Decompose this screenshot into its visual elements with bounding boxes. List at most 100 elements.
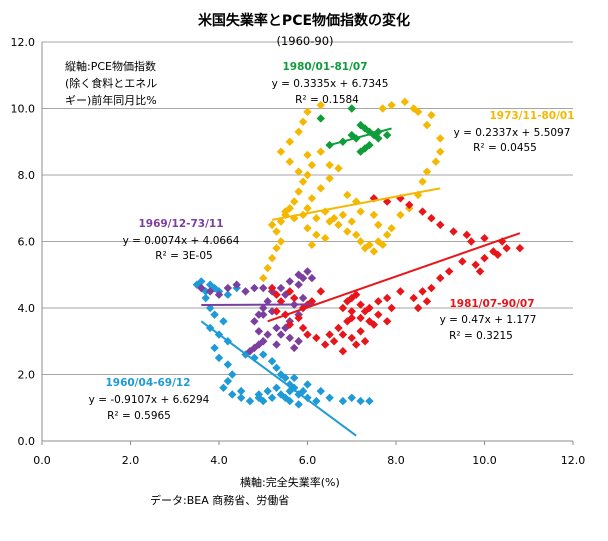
series-name-label: 1981/07-90/07 xyxy=(449,298,534,310)
data-point-series-2 xyxy=(316,147,325,156)
data-point-series-4 xyxy=(382,317,392,326)
data-point-series-0 xyxy=(223,376,233,386)
data-point-series-2 xyxy=(360,243,370,253)
data-point-series-2 xyxy=(334,220,343,230)
data-point-series-0 xyxy=(210,343,219,353)
data-point-series-2 xyxy=(400,97,410,107)
data-point-series-4 xyxy=(294,313,303,323)
data-point-series-0 xyxy=(365,396,374,406)
data-point-series-0 xyxy=(356,396,365,406)
data-point-series-1 xyxy=(263,330,272,339)
data-point-series-4 xyxy=(276,297,286,306)
data-point-series-2 xyxy=(369,247,379,256)
data-point-series-0 xyxy=(272,383,281,392)
data-point-series-2 xyxy=(298,117,308,126)
y-tick-label: 2.0 xyxy=(18,369,36,382)
data-point-series-0 xyxy=(294,400,303,409)
data-point-series-4 xyxy=(409,293,418,303)
data-point-series-0 xyxy=(276,370,286,379)
series-name-label: 1960/04-69/12 xyxy=(105,377,190,389)
data-point-series-0 xyxy=(214,353,224,363)
data-point-series-1 xyxy=(294,280,303,289)
annotation-1969-73: 1969/12-73/11 y = 0.0074x + 4.0664 R² = … xyxy=(123,218,240,262)
trend-equation: y = 0.3335x + 6.7345 xyxy=(272,78,389,90)
y-tick-label: 10.0 xyxy=(11,103,36,116)
data-point-series-4 xyxy=(418,207,427,216)
data-point-series-1 xyxy=(259,283,268,293)
data-point-series-4 xyxy=(272,307,281,316)
data-point-series-4 xyxy=(356,327,365,336)
data-point-series-0 xyxy=(267,357,277,366)
data-point-series-1 xyxy=(298,273,308,283)
data-point-series-4 xyxy=(338,303,348,313)
data-point-series-4 xyxy=(374,310,383,319)
data-point-series-0 xyxy=(290,373,299,383)
data-point-series-0 xyxy=(298,386,308,396)
data-point-series-2 xyxy=(334,164,343,173)
data-point-series-4 xyxy=(325,330,334,339)
series-name-label: 1969/12-73/11 xyxy=(138,218,223,230)
data-point-series-4 xyxy=(458,257,467,266)
data-point-series-4 xyxy=(515,243,525,253)
data-point-series-4 xyxy=(480,253,489,263)
data-point-series-4 xyxy=(413,303,423,313)
data-point-series-1 xyxy=(303,267,312,276)
data-point-series-2 xyxy=(382,230,392,240)
trend-equation: y = -0.9107x + 6.6294 xyxy=(89,394,210,406)
x-tick-label: 12.0 xyxy=(561,454,586,467)
data-point-series-2 xyxy=(321,233,330,243)
data-point-series-2 xyxy=(303,170,312,180)
data-point-series-0 xyxy=(210,310,219,319)
data-point-series-2 xyxy=(329,214,339,223)
y-tick-label: 8.0 xyxy=(18,169,36,182)
annotation-1980-81: 1980/01-81/07 y = 0.3335x + 6.7345 R² = … xyxy=(272,61,389,106)
data-point-series-4 xyxy=(418,287,427,296)
data-point-series-2 xyxy=(267,253,277,263)
data-point-series-1 xyxy=(250,283,259,293)
y-axis-label-line-2: (除く食料とエネル xyxy=(65,76,157,90)
x-tick-label: 2.0 xyxy=(122,454,140,467)
data-point-series-2 xyxy=(303,150,312,160)
data-point-series-2 xyxy=(351,230,361,240)
data-point-series-0 xyxy=(259,350,268,359)
chart-title: 米国失業率とPCE物価指数の変化 xyxy=(198,12,410,29)
data-point-series-2 xyxy=(307,194,317,203)
data-point-series-4 xyxy=(303,330,312,339)
annotation-1981-90: 1981/07-90/07 y = 0.47x + 1.177 R² = 0.3… xyxy=(440,298,537,342)
data-point-series-4 xyxy=(351,290,361,299)
data-point-series-1 xyxy=(241,287,250,296)
trend-line-series-2 xyxy=(271,187,441,221)
y-tick-label: 6.0 xyxy=(18,236,36,249)
y-axis-label-line-3: ギー)前年同月比% xyxy=(65,93,157,107)
data-point-series-2 xyxy=(431,157,441,166)
data-point-series-0 xyxy=(303,380,312,389)
data-point-series-2 xyxy=(285,137,294,146)
data-point-series-0 xyxy=(223,290,233,299)
data-point-series-0 xyxy=(325,393,334,402)
data-point-series-4 xyxy=(312,333,321,343)
data-point-series-1 xyxy=(250,317,259,326)
data-point-series-4 xyxy=(267,283,277,293)
data-point-series-1 xyxy=(223,283,233,293)
data-point-series-2 xyxy=(259,273,268,283)
x-tick-label: 6.0 xyxy=(299,454,317,467)
data-point-series-1 xyxy=(259,303,268,313)
data-point-series-0 xyxy=(312,396,321,406)
data-point-series-4 xyxy=(382,293,392,303)
y-tick-label: 12.0 xyxy=(11,36,36,49)
data-point-series-2 xyxy=(387,100,396,110)
data-point-series-2 xyxy=(272,227,281,236)
data-point-series-0 xyxy=(303,393,312,402)
data-point-series-1 xyxy=(197,283,206,293)
data-point-series-0 xyxy=(254,390,264,399)
data-point-series-4 xyxy=(351,340,361,349)
data-point-series-2 xyxy=(316,100,325,110)
data-point-series-2 xyxy=(325,174,334,183)
data-point-series-2 xyxy=(263,263,272,273)
y-tick-label: 0.0 xyxy=(18,435,36,448)
data-point-series-2 xyxy=(378,104,387,113)
data-point-series-2 xyxy=(343,190,352,200)
data-point-series-0 xyxy=(347,393,356,402)
data-point-series-4 xyxy=(356,313,365,323)
data-point-series-4 xyxy=(285,320,294,329)
